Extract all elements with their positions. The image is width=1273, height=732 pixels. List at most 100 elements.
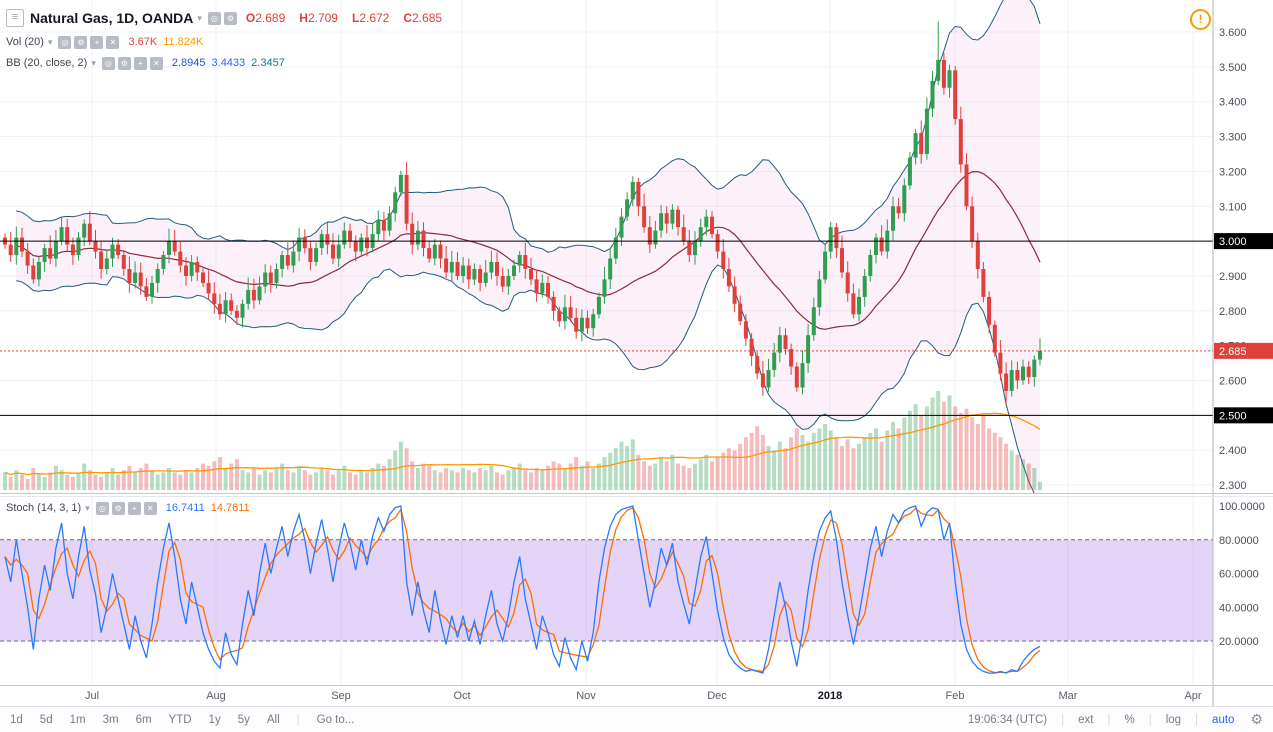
candle-body	[630, 181, 635, 200]
stoch-indicator-label[interactable]: Stoch (14, 3, 1)	[6, 502, 82, 514]
volume-bar	[365, 472, 369, 490]
candle-body	[432, 244, 437, 259]
candle-body	[879, 237, 884, 252]
range-button-all[interactable]: All	[266, 713, 280, 726]
volume-bar	[127, 465, 132, 490]
candle-body	[116, 244, 121, 256]
candle-body	[421, 230, 426, 248]
volume-bar	[981, 415, 986, 490]
auto-scale-button[interactable]: auto	[1212, 713, 1235, 726]
volume-bar	[268, 472, 273, 490]
candle-body	[251, 289, 256, 301]
warning-icon[interactable]: !	[1190, 9, 1211, 30]
volume-bar	[738, 443, 743, 490]
candle-body	[862, 276, 867, 297]
volume-bar	[359, 470, 364, 490]
plus-icon[interactable]: +	[90, 35, 104, 49]
close-icon[interactable]: ✕	[149, 56, 163, 70]
close-icon[interactable]: ✕	[106, 35, 120, 49]
candle-body	[93, 241, 98, 252]
close-icon[interactable]: ✕	[143, 501, 157, 515]
chevron-down-icon[interactable]: ▾	[85, 502, 90, 513]
volume-bar	[546, 465, 550, 490]
range-button-ytd[interactable]: YTD	[168, 713, 192, 726]
candle-body	[924, 108, 929, 154]
candle-body	[857, 296, 861, 315]
volume-bar	[562, 468, 567, 490]
clock-label[interactable]: 19:06:34 (UTC)	[967, 713, 1048, 726]
plus-icon[interactable]: +	[127, 501, 141, 515]
candle-body	[82, 223, 87, 238]
volume-bar	[172, 472, 177, 490]
bottom-toolbar: 1d 5d 1m 3m 6m YTD 1y 5y All | Go to... 19:06:34 (…	[0, 706, 1273, 732]
candle-body	[596, 296, 601, 315]
volume-bar	[206, 465, 211, 490]
price-tick-label: 3.100	[1219, 201, 1247, 213]
volume-bar	[410, 461, 415, 490]
price-level-badge-label: 2.500	[1219, 410, 1247, 422]
symbol-title[interactable]: Natural Gas, 1D, OANDA	[30, 10, 194, 26]
range-button-5y[interactable]: 5y	[237, 713, 250, 726]
main-chart-pane[interactable]	[3, 0, 1042, 500]
volume-bar	[964, 408, 969, 490]
volume-bar	[653, 463, 658, 490]
eye-icon[interactable]: ◎	[101, 56, 115, 70]
symbol-menu-icon[interactable]: ≡	[6, 9, 24, 27]
candle-body	[178, 251, 183, 266]
eye-icon[interactable]: ◎	[95, 501, 109, 515]
stoch-pane[interactable]	[0, 505, 1213, 674]
plus-icon[interactable]: +	[133, 56, 147, 70]
volume-bar	[48, 472, 53, 490]
chevron-down-icon[interactable]: ▾	[197, 12, 202, 23]
volume-bar	[421, 463, 426, 490]
range-button-1y[interactable]: 1y	[208, 713, 221, 726]
candle-body	[1032, 359, 1037, 377]
gear-icon[interactable]: ⚙	[74, 35, 88, 49]
range-button-5d[interactable]: 5d	[39, 713, 53, 726]
candle-body	[65, 227, 70, 245]
ext-button[interactable]: ext	[1078, 713, 1094, 726]
log-button[interactable]: log	[1165, 713, 1182, 726]
goto-button[interactable]: Go to...	[316, 713, 355, 726]
price-axis[interactable]: 3.600 3.500 3.400 3.300 3.200 3.100 3.000 2.900…	[1212, 0, 1273, 706]
candle-body	[687, 241, 692, 255]
candle-body	[14, 237, 19, 255]
candle-body	[534, 279, 539, 294]
candle-body	[246, 289, 251, 304]
candle-body	[721, 251, 726, 269]
candle-body	[285, 255, 290, 266]
low-value: 2.672	[359, 11, 390, 25]
bb-indicator-label[interactable]: BB (20, close, 2)	[6, 57, 88, 69]
volume-bar	[201, 463, 205, 490]
volume-indicator-label[interactable]: Vol (20)	[6, 36, 44, 48]
chevron-down-icon[interactable]: ▾	[91, 57, 96, 68]
candle-body	[647, 227, 652, 245]
candle-body	[760, 373, 765, 388]
last-price-badge	[1214, 342, 1273, 359]
%-button[interactable]: %	[1124, 713, 1135, 726]
candle-body	[704, 216, 709, 228]
range-button-6m[interactable]: 6m	[135, 713, 152, 726]
eye-icon[interactable]: ◎	[207, 11, 221, 25]
gear-icon[interactable]: ⚙	[223, 11, 237, 25]
range-button-3m[interactable]: 3m	[102, 713, 119, 726]
chart-canvas[interactable]: 3.600 3.500 3.400 3.300 3.200 3.100 3.000 2.900…	[0, 0, 1273, 706]
range-button-1d[interactable]: 1d	[10, 713, 23, 726]
volume-bar	[42, 476, 47, 490]
chevron-down-icon[interactable]: ▾	[47, 36, 53, 47]
price-tick-label: 2.300	[1219, 480, 1247, 492]
candle-body	[907, 157, 912, 186]
eye-icon[interactable]: ◎	[58, 35, 72, 49]
gear-icon[interactable]: ⚙	[111, 501, 125, 515]
volume-bar	[472, 472, 477, 490]
volume-bar	[133, 472, 138, 490]
settings-gear-icon[interactable]: ⚙	[1250, 711, 1263, 727]
candle-body	[410, 223, 415, 245]
time-axis[interactable]: Jul Aug Sep Oct Nov Dec 2018 Feb Mar Apr	[85, 690, 1202, 702]
volume-bar	[285, 470, 290, 490]
range-button-1m[interactable]: 1m	[69, 713, 86, 726]
gear-icon[interactable]: ⚙	[117, 56, 131, 70]
volume-bar	[574, 457, 579, 490]
volume-bar	[489, 465, 494, 490]
volume-bar	[1021, 459, 1025, 490]
